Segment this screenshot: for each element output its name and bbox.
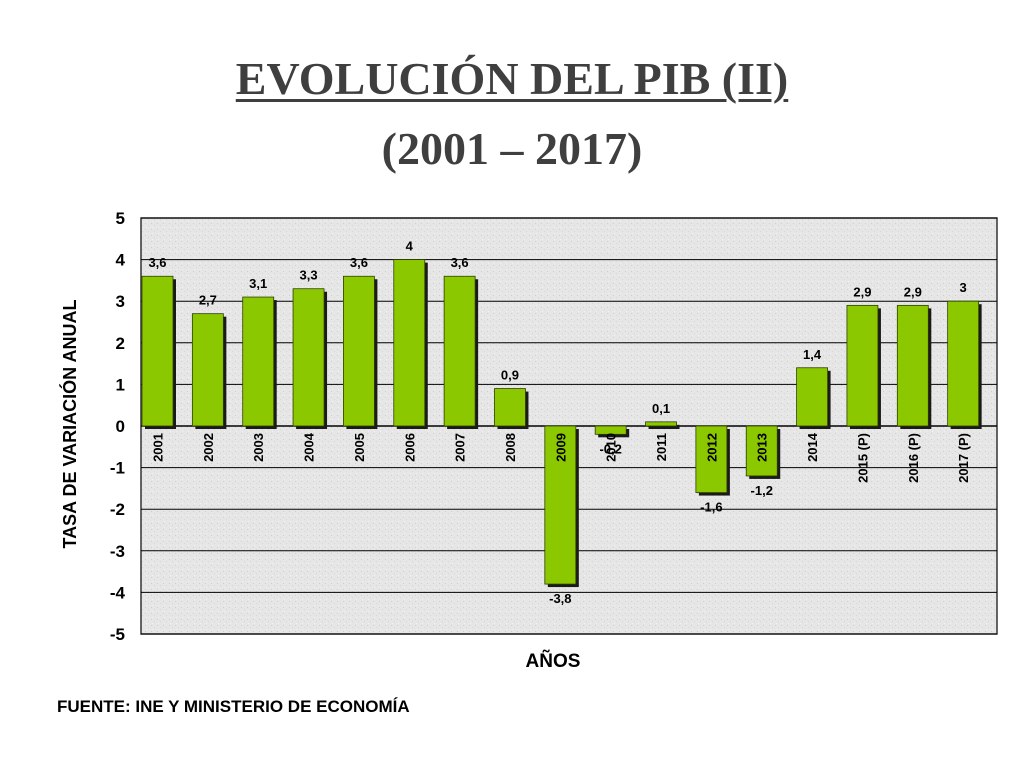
y-tick-label: -5 [110, 625, 125, 644]
data-label: 1,4 [803, 347, 822, 362]
y-tick-label: 5 [116, 209, 125, 228]
bar [896, 304, 929, 427]
data-labels: 3,6 2,7 3,1 3,3 3,6 4 3,6 0,9 -3,8 -0,2 0,1 -1,6 -1,… [148, 239, 966, 606]
bar [796, 367, 828, 427]
source-note: FUENTE: INE Y MINISTERIO DE ECONOMÍA [57, 697, 410, 716]
data-label: 3,6 [451, 255, 469, 270]
x-tick-label: 2012 [704, 433, 719, 462]
bar [494, 388, 526, 427]
bar [292, 288, 325, 427]
x-tick-label: 2004 [302, 432, 317, 462]
data-label: 3,3 [300, 268, 318, 283]
bar [191, 313, 224, 427]
y-tick-label: 0 [116, 417, 125, 436]
bar [846, 304, 879, 427]
data-label: 3,6 [350, 255, 368, 270]
x-tick-label: 2002 [201, 433, 216, 462]
bars [141, 259, 982, 588]
y-tick-label: -2 [110, 500, 125, 519]
x-tick-label: 2007 [453, 433, 468, 462]
slide-subtitle: (2001 – 2017) [381, 123, 643, 174]
x-tick-label: 2008 [503, 433, 518, 462]
bar-shadow [648, 424, 680, 429]
data-label: 3 [960, 280, 967, 295]
x-tick-label: 2011 [654, 433, 669, 461]
bar [343, 275, 375, 427]
data-label: 4 [406, 239, 414, 254]
x-tick-label: 2010 [604, 433, 619, 462]
slide-title: EVOLUCIÓN DEL PIB (II) [235, 53, 789, 104]
bar [695, 425, 728, 493]
x-tick-label: 2003 [251, 433, 266, 462]
y-tick-label: 1 [116, 375, 125, 394]
data-label: -0,2 [599, 441, 621, 456]
data-label: 3,1 [249, 276, 267, 291]
data-label: 2,7 [199, 293, 217, 308]
x-tick-label: 2016 (P) [906, 433, 921, 483]
y-axis-label: TASA DE VARIACIÓN ANUAL [59, 300, 80, 549]
bar [141, 275, 174, 427]
bar [242, 296, 275, 427]
y-tick-label: -4 [110, 583, 126, 602]
y-tick-label: -3 [110, 542, 125, 561]
bar [594, 425, 627, 435]
y-tick-labels: 5 4 3 2 1 0 -1 -2 -3 -4 -5 [110, 209, 126, 644]
x-tick-label: 2006 [402, 433, 417, 462]
x-tick-label: 2017 (P) [956, 433, 971, 483]
bar [443, 275, 476, 427]
x-tick-label: 2009 [553, 433, 568, 462]
x-axis-label: AÑOS [526, 650, 581, 672]
y-tick-label: 4 [116, 251, 126, 270]
data-label: 0,1 [652, 401, 670, 416]
y-tick-label: 3 [116, 292, 125, 311]
x-tick-label: 2014 [805, 432, 820, 462]
data-label: -1,2 [751, 483, 773, 498]
y-tick-label: -1 [110, 459, 125, 478]
bar [544, 425, 577, 585]
bar [645, 421, 677, 427]
x-tick-label: 2013 [755, 433, 770, 462]
data-label: -3,8 [549, 591, 571, 606]
data-label: -1,6 [700, 500, 722, 515]
x-tick-label: 2005 [352, 433, 367, 462]
data-label: 3,6 [148, 255, 166, 270]
bar [393, 259, 426, 427]
gridlines [141, 217, 997, 635]
bar [947, 300, 980, 427]
data-label: 0,9 [501, 368, 519, 383]
data-label: 2,9 [904, 284, 922, 299]
y-tick-label: 2 [116, 334, 125, 353]
bar [745, 425, 778, 477]
x-tick-labels: 2001 2002 2003 2004 2005 2006 2007 2008 2009 2010… [151, 432, 972, 483]
data-label: 2,9 [853, 284, 871, 299]
x-tick-label: 2001 [151, 433, 166, 462]
x-tick-label: 2015 (P) [855, 433, 870, 483]
